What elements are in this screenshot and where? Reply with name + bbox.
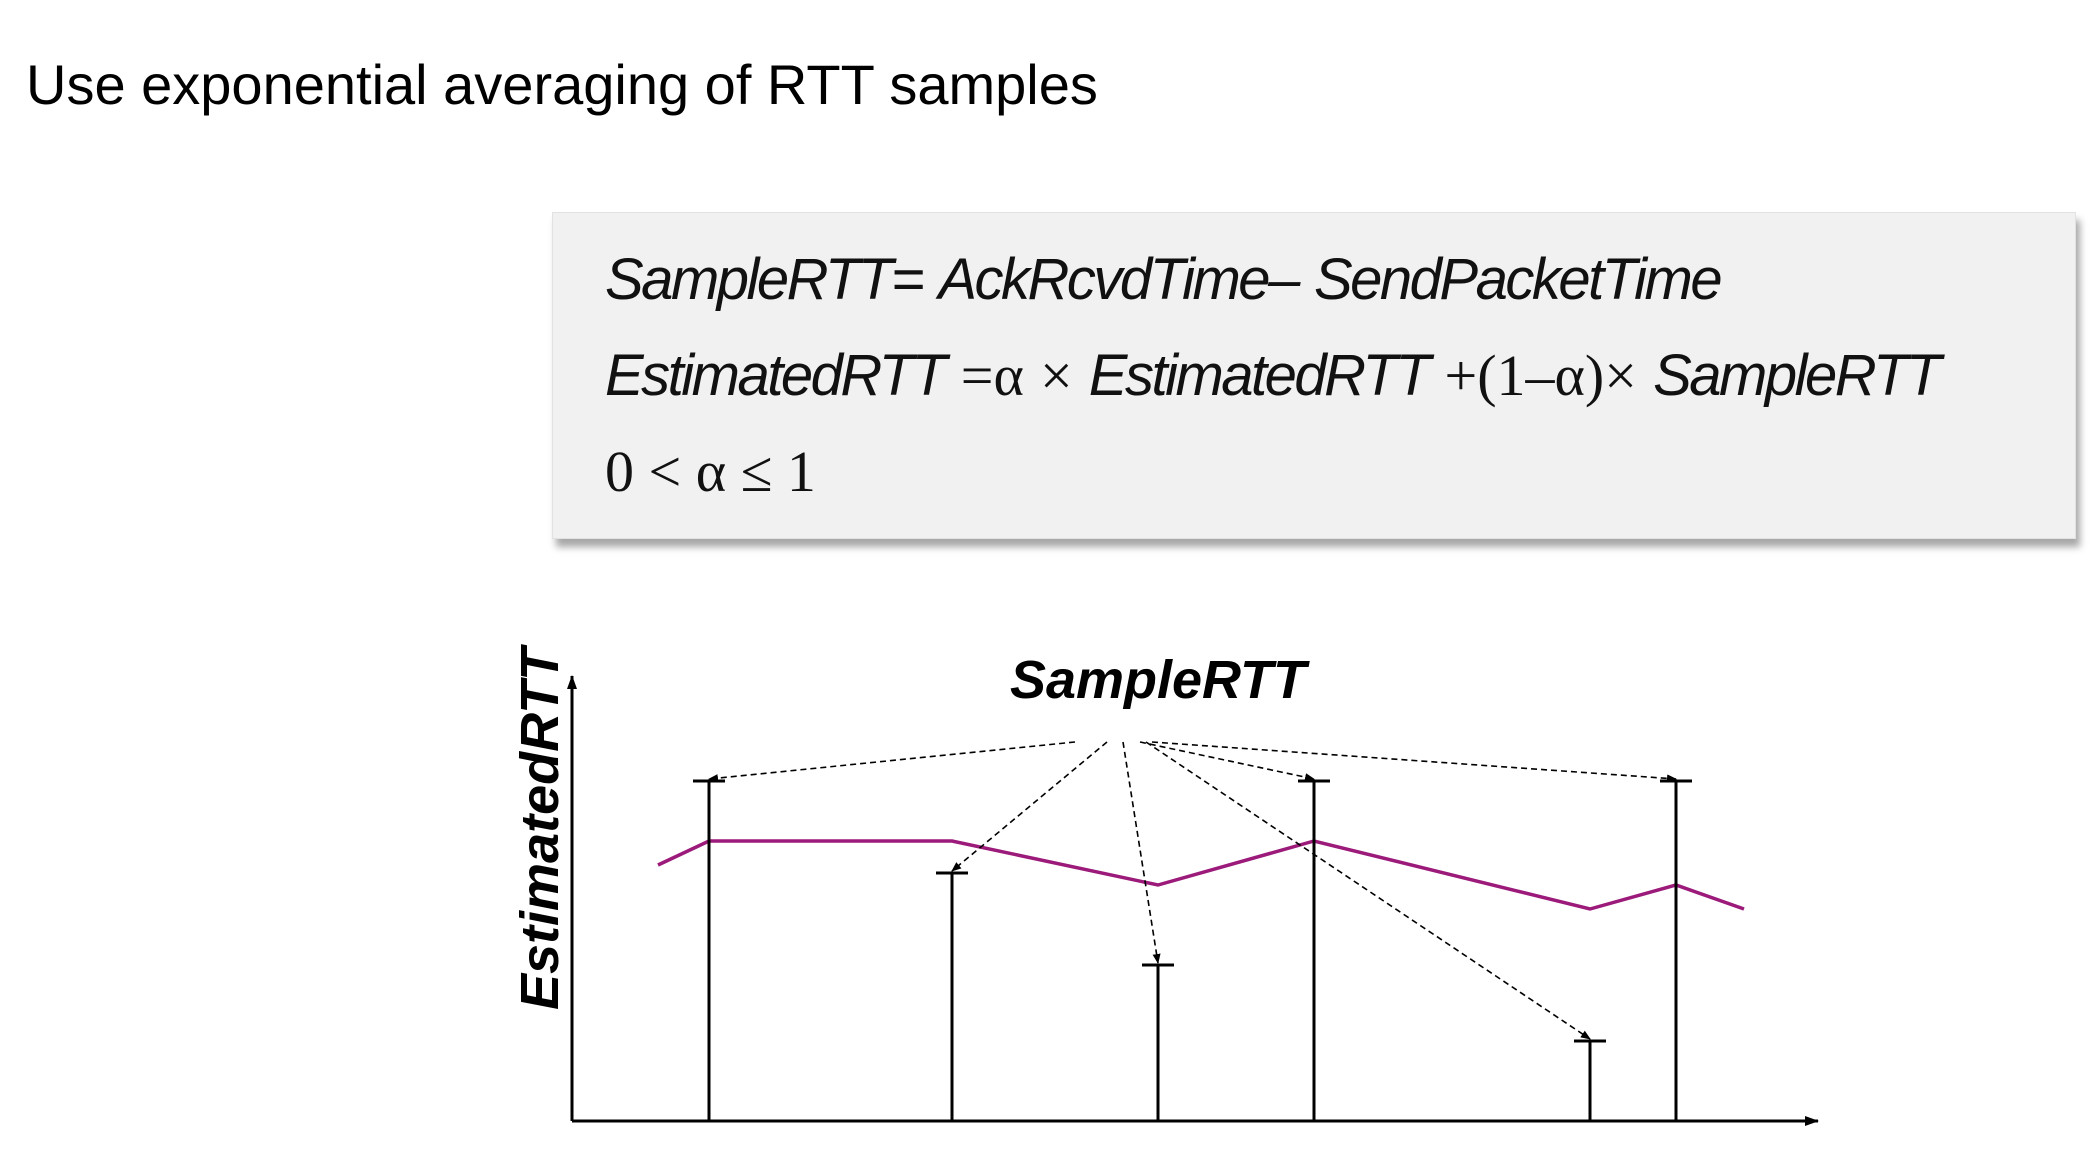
formula-sample-rtt-term: SampleRTT bbox=[1653, 343, 1941, 408]
formula-plus: + bbox=[1444, 343, 1478, 408]
formula-estimated-rtt-term: EstimatedRTT bbox=[1088, 343, 1431, 408]
formula-sample-rtt: SampleRTT= AckRcvdTime– SendPacketTime bbox=[605, 247, 1723, 313]
formula-box: SampleRTT= AckRcvdTime– SendPacketTime E… bbox=[552, 212, 2076, 539]
formula-times: × bbox=[1604, 343, 1637, 408]
formula-alpha-range: 0 < α ≤ 1 bbox=[605, 439, 816, 505]
sample-pointer-arrow bbox=[951, 741, 1108, 872]
axes bbox=[567, 675, 1819, 1126]
formula-equals: = bbox=[960, 343, 994, 408]
sample-pointers bbox=[708, 741, 1677, 1040]
sample-pointer-arrow bbox=[1145, 741, 1591, 1040]
sample-series bbox=[693, 779, 1692, 1121]
formula-estimated-rtt-lhs: EstimatedRTT bbox=[605, 343, 947, 408]
formula-sample-rtt-lhs: SampleRTT bbox=[605, 247, 893, 312]
formula-minus: – bbox=[1268, 247, 1300, 312]
estimate-series bbox=[657, 839, 1745, 911]
formula-estimated-rtt: EstimatedRTT =α × EstimatedRTT +(1–α)× S… bbox=[605, 343, 1941, 409]
sample-pointer-arrow bbox=[1151, 741, 1677, 783]
formula-alpha-constraint: 0 < α ≤ 1 bbox=[605, 439, 816, 504]
formula-equals: = bbox=[890, 247, 925, 312]
formula-ack-rcvd-time: AckRcvdTime bbox=[938, 247, 1270, 312]
sample-pointer-arrow bbox=[1122, 741, 1161, 964]
formula-send-packet-time: SendPacketTime bbox=[1313, 247, 1723, 312]
sample-rtt-label: SampleRTT bbox=[1010, 650, 1310, 710]
page-title: Use exponential averaging of RTT samples bbox=[26, 53, 1098, 116]
formula-alpha: α bbox=[993, 343, 1024, 408]
formula-times: × bbox=[1039, 343, 1073, 408]
sample-pointer-arrow bbox=[708, 741, 1076, 783]
formula-one-minus-alpha: (1–α) bbox=[1477, 343, 1605, 408]
y-axis-label: EstimatedRTT bbox=[510, 644, 570, 1010]
estimated-rtt-line bbox=[657, 839, 1745, 911]
